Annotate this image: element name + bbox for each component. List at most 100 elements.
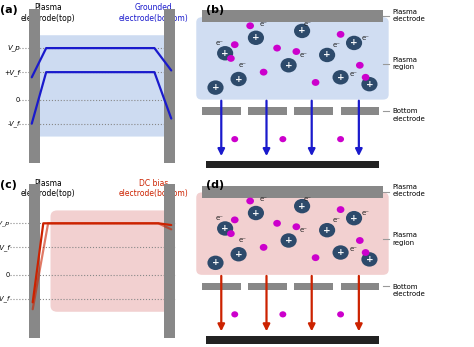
Circle shape — [217, 221, 233, 236]
Bar — [206, 336, 379, 344]
Text: Bottom
electrode: Bottom electrode — [392, 283, 425, 297]
Text: V_p: V_p — [8, 45, 20, 51]
Circle shape — [361, 252, 377, 266]
Text: +V_f: +V_f — [4, 69, 20, 76]
Circle shape — [248, 31, 264, 45]
Circle shape — [208, 256, 224, 270]
FancyBboxPatch shape — [196, 17, 389, 100]
Circle shape — [231, 41, 238, 48]
Text: +: + — [221, 224, 229, 233]
Circle shape — [356, 237, 364, 244]
Circle shape — [332, 245, 349, 260]
Circle shape — [362, 74, 369, 81]
Bar — [202, 186, 383, 197]
Circle shape — [312, 254, 319, 261]
Circle shape — [292, 223, 300, 230]
Text: DC bias
electrode(bottom): DC bias electrode(bottom) — [119, 179, 189, 198]
Text: Plasma
electrode(top): Plasma electrode(top) — [21, 179, 75, 198]
Text: e⁻: e⁻ — [362, 210, 370, 216]
Circle shape — [208, 81, 224, 95]
Text: Grounded
electrode(bottom): Grounded electrode(bottom) — [119, 3, 189, 23]
Text: -V_f: -V_f — [8, 120, 20, 127]
Circle shape — [230, 72, 246, 86]
Circle shape — [230, 247, 246, 261]
Bar — [341, 282, 379, 290]
Circle shape — [231, 217, 238, 223]
Text: V_DC=V_p: V_DC=V_p — [0, 220, 9, 226]
Text: e⁻: e⁻ — [350, 246, 358, 252]
Text: e⁻: e⁻ — [238, 62, 246, 68]
Text: Bottom
electrode: Bottom electrode — [392, 108, 425, 122]
Circle shape — [346, 36, 362, 50]
Circle shape — [319, 48, 335, 62]
Circle shape — [337, 311, 344, 318]
Circle shape — [231, 136, 238, 142]
Bar — [202, 10, 383, 22]
Text: +: + — [298, 202, 306, 211]
Text: e⁻: e⁻ — [333, 42, 341, 48]
Text: +: + — [285, 61, 292, 70]
Text: -V_f: -V_f — [0, 296, 9, 302]
Circle shape — [231, 311, 238, 318]
Text: +: + — [235, 75, 242, 84]
Text: e⁻: e⁻ — [333, 217, 341, 223]
Circle shape — [337, 206, 345, 213]
Text: e⁻: e⁻ — [304, 21, 312, 27]
Text: +: + — [212, 83, 219, 92]
Circle shape — [294, 24, 310, 38]
Circle shape — [260, 69, 267, 76]
Bar — [164, 184, 174, 338]
Text: 0: 0 — [5, 272, 9, 278]
Text: e⁻: e⁻ — [300, 227, 308, 233]
Text: +: + — [337, 248, 345, 257]
Circle shape — [273, 45, 281, 52]
Text: +: + — [350, 214, 358, 223]
Circle shape — [227, 55, 235, 62]
Text: e⁻: e⁻ — [238, 237, 246, 244]
Bar — [248, 107, 287, 115]
Bar — [29, 184, 40, 338]
Circle shape — [332, 70, 349, 85]
Text: (b): (b) — [206, 5, 224, 15]
Text: (d): (d) — [206, 180, 224, 191]
Circle shape — [246, 197, 254, 204]
Bar — [29, 9, 40, 163]
Bar — [294, 107, 333, 115]
Circle shape — [337, 136, 344, 142]
Text: +: + — [252, 33, 260, 42]
Circle shape — [294, 199, 310, 213]
Text: Plasma
electrode: Plasma electrode — [392, 9, 425, 22]
Text: +: + — [298, 26, 306, 35]
Text: e⁻: e⁻ — [304, 196, 312, 202]
Text: 0: 0 — [16, 96, 20, 103]
Circle shape — [312, 79, 319, 86]
Text: e⁻: e⁻ — [215, 215, 223, 221]
Bar — [202, 107, 240, 115]
Text: +: + — [365, 255, 373, 264]
Text: +: + — [221, 49, 229, 58]
Text: +: + — [323, 50, 331, 59]
Text: Plasma
region: Plasma region — [392, 232, 418, 246]
Circle shape — [362, 249, 369, 256]
Text: +: + — [365, 80, 373, 89]
Text: Plasma
electrode(top): Plasma electrode(top) — [21, 3, 75, 23]
FancyBboxPatch shape — [51, 210, 171, 312]
Circle shape — [227, 230, 235, 237]
Circle shape — [260, 244, 267, 251]
Circle shape — [281, 233, 297, 248]
Text: +V_f: +V_f — [0, 244, 9, 251]
Text: (c): (c) — [0, 180, 17, 191]
FancyBboxPatch shape — [33, 35, 171, 137]
Text: +: + — [337, 73, 345, 82]
Circle shape — [281, 58, 297, 73]
Circle shape — [319, 223, 335, 237]
Circle shape — [279, 311, 286, 318]
Text: +: + — [212, 258, 219, 267]
Text: +: + — [323, 226, 331, 235]
Circle shape — [361, 77, 377, 91]
Text: +: + — [235, 250, 242, 259]
Circle shape — [273, 220, 281, 227]
Bar — [294, 282, 333, 290]
Text: +: + — [252, 209, 260, 218]
Circle shape — [217, 46, 233, 60]
